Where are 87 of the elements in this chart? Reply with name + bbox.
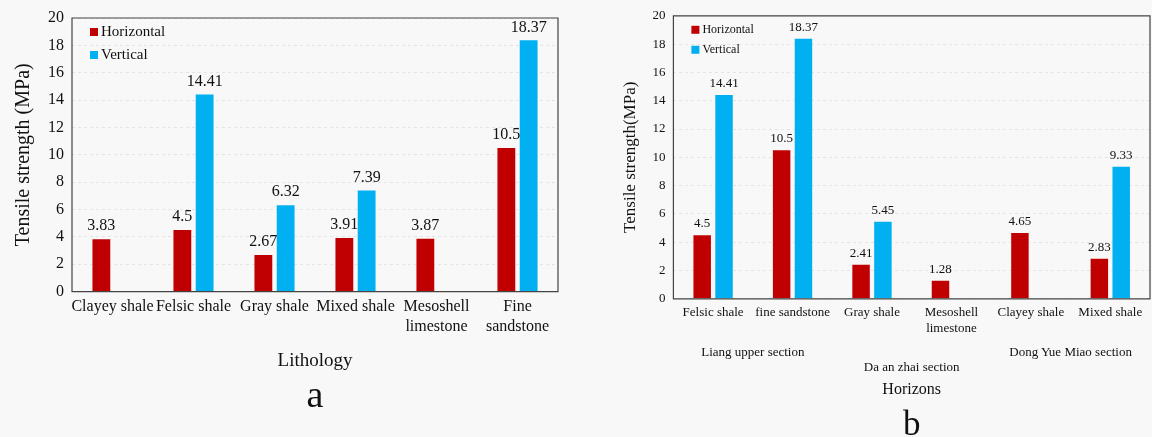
text: Da an zhai section	[863, 358, 961, 374]
bar	[519, 40, 538, 292]
y-tick-label: 4	[56, 227, 64, 245]
y-tick-label: 4	[658, 233, 666, 249]
data-label: 18.37	[788, 18, 819, 34]
bar	[1112, 166, 1130, 299]
y-tick-label: 0	[658, 290, 666, 306]
y-tick-label: 14	[652, 92, 666, 108]
bar	[195, 94, 214, 292]
y-axis-title: Tensile strength(MPa)	[619, 81, 639, 233]
legend-label: Vertical	[101, 45, 148, 62]
data-label: 3.91	[330, 215, 359, 233]
x-tick-label: Felsic shale	[682, 304, 744, 320]
bar	[794, 38, 813, 299]
bar	[772, 150, 791, 299]
data-label: 4.65	[1008, 212, 1032, 228]
data-label: 10.5	[770, 130, 793, 146]
y-tick-label: 10	[48, 145, 64, 162]
data-label: 14.41	[186, 71, 223, 89]
data-label: 4.5	[172, 207, 193, 225]
text: a	[306, 372, 324, 415]
x-tick-label: Mesoshell limestone	[403, 297, 470, 334]
y-tick-label: 2	[56, 254, 64, 272]
x-tick-label: Gray shale	[240, 297, 309, 316]
x-tick-label: Felsic shale	[155, 297, 232, 315]
x-axis-title: Lithology	[277, 349, 353, 371]
x-tick-label: Mesoshell limestone	[924, 304, 979, 335]
data-label: 1.28	[929, 260, 952, 276]
bar	[852, 264, 870, 299]
y-tick-label: 16	[48, 62, 64, 80]
bar	[173, 230, 192, 292]
data-label: 3.83	[87, 216, 116, 234]
y-tick-label: 2	[658, 261, 666, 277]
bar	[416, 238, 435, 292]
y-tick-label: 12	[652, 120, 666, 136]
data-label: 9.33	[1109, 146, 1133, 162]
bar	[1011, 233, 1029, 299]
x-axis-title: Horizons	[882, 380, 942, 398]
y-tick-label: 18	[652, 35, 666, 51]
bar	[335, 238, 354, 292]
y-tick-label: 8	[658, 177, 666, 193]
data-label: 7.39	[352, 167, 381, 185]
y-tick-label: 0	[56, 281, 64, 299]
y-tick-label: 12	[48, 117, 64, 135]
x-tick-label: Clayey shale	[997, 304, 1065, 320]
x-tick-label: Mixed shale	[316, 297, 395, 315]
data-label: 5.45	[871, 201, 895, 217]
y-tick-label: 20	[48, 8, 64, 26]
text: b	[902, 403, 921, 437]
text: Liang upper section	[701, 343, 805, 359]
x-tick-label: Gray shale	[844, 304, 901, 320]
y-tick-label: 6	[658, 205, 666, 221]
x-tick-label: Clayey shale	[71, 297, 154, 316]
y-tick-label: 10	[652, 148, 666, 164]
bar	[693, 235, 711, 299]
y-tick-label: 18	[48, 35, 64, 53]
data-label: 4.5	[694, 215, 711, 231]
data-label: 2.83	[1087, 238, 1111, 254]
bar	[276, 205, 295, 292]
y-axis-title: Tensile strength (MPa)	[11, 63, 35, 247]
legend-label: Horizontal	[101, 22, 166, 39]
x-tick-label: Mixed shale	[1078, 304, 1143, 320]
y-tick-label: 14	[48, 90, 64, 108]
legend-label: Horizontal	[702, 21, 755, 36]
y-tick-label: 20	[652, 7, 666, 23]
x-tick-label: fine sandstone	[755, 304, 831, 320]
data-label: 2.41	[849, 244, 873, 260]
bar	[874, 221, 892, 299]
data-label: 18.37	[510, 17, 547, 35]
data-label: 2.67	[249, 232, 278, 250]
bar	[1090, 258, 1109, 299]
bar	[497, 147, 516, 292]
data-label: 14.41	[709, 74, 739, 90]
legend-label: Vertical	[702, 41, 741, 56]
bar	[931, 280, 950, 299]
x-tick-label: Fine sandstone	[485, 297, 550, 334]
bar	[254, 255, 273, 292]
text: Dong Yue Miao section	[1009, 343, 1133, 359]
y-tick-label: 6	[56, 199, 64, 217]
data-label: 10.5	[492, 125, 521, 143]
data-label: 6.32	[271, 182, 300, 200]
bar	[715, 94, 733, 299]
y-tick-label: 16	[652, 63, 666, 79]
data-label: 3.87	[411, 215, 440, 233]
bar	[92, 239, 111, 292]
y-tick-label: 8	[56, 172, 64, 190]
bar	[357, 190, 376, 292]
